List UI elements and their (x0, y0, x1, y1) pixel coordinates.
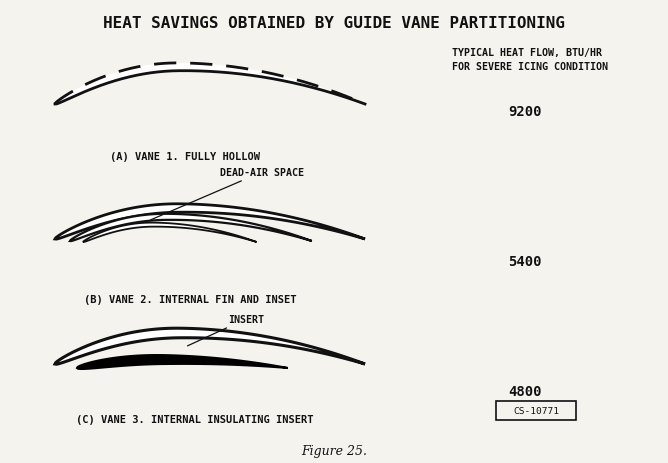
Text: 5400: 5400 (508, 255, 542, 269)
Text: INSERT: INSERT (188, 314, 264, 346)
Polygon shape (77, 355, 288, 369)
Text: (A) VANE 1. FULLY HOLLOW: (A) VANE 1. FULLY HOLLOW (110, 152, 260, 162)
Polygon shape (70, 214, 312, 242)
Text: (B) VANE 2. INTERNAL FIN AND INSET: (B) VANE 2. INTERNAL FIN AND INSET (84, 294, 296, 304)
Polygon shape (83, 223, 257, 243)
Polygon shape (55, 204, 365, 240)
Text: DEAD-AIR SPACE: DEAD-AIR SPACE (150, 168, 304, 220)
Text: Figure 25.: Figure 25. (301, 444, 367, 457)
Polygon shape (55, 328, 365, 364)
Text: TYPICAL HEAT FLOW, BTU/HR
FOR SEVERE ICING CONDITION: TYPICAL HEAT FLOW, BTU/HR FOR SEVERE ICI… (452, 48, 608, 72)
Text: 4800: 4800 (508, 384, 542, 398)
FancyBboxPatch shape (496, 401, 576, 420)
Polygon shape (55, 64, 365, 105)
Text: (C) VANE 3. INTERNAL INSULATING INSERT: (C) VANE 3. INTERNAL INSULATING INSERT (76, 414, 314, 424)
Text: HEAT SAVINGS OBTAINED BY GUIDE VANE PARTITIONING: HEAT SAVINGS OBTAINED BY GUIDE VANE PART… (103, 16, 565, 31)
Text: 9200: 9200 (508, 105, 542, 119)
Text: CS-10771: CS-10771 (513, 407, 559, 416)
